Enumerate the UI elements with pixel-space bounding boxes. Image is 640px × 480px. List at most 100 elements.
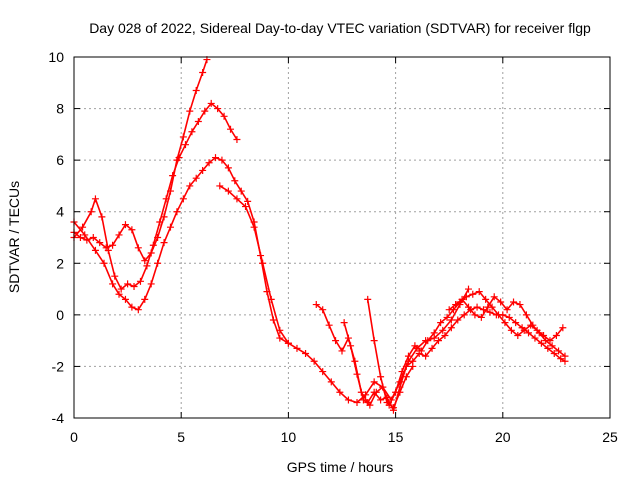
data-point [201,107,209,115]
data-point [154,259,162,267]
data-point [383,399,391,407]
data-point [117,285,125,293]
data-point [194,117,202,125]
data-point [136,277,144,285]
data-point [130,282,138,290]
y-axis: -4 -2 0 2 4 6 8 10 [48,49,610,426]
data-point [173,208,181,216]
data-point [464,285,472,293]
data-point [192,87,200,95]
data-point [233,195,241,203]
data-point [535,329,543,337]
x-tick-label: 25 [602,429,618,445]
data-point [482,295,490,303]
series-track-h [364,295,417,412]
x-tick-label: 0 [70,429,78,445]
data-point [486,308,494,316]
data-point [244,197,252,205]
data-point [525,329,533,337]
x-axis-title: GPS time / hours [287,459,394,475]
data-point [100,259,108,267]
data-point [188,128,196,136]
data-point [284,339,292,347]
data-point [160,239,168,247]
data-point [417,347,425,355]
data-point [141,295,149,303]
x-tick-label: 15 [388,429,404,445]
data-point [175,154,183,162]
data-point [520,326,528,334]
data-point [224,164,232,172]
data-point [128,303,136,311]
data-point [134,306,142,314]
data-point [366,401,374,409]
data-point [370,378,378,386]
data-point [377,396,385,404]
data-point [531,334,539,342]
data-point [128,226,136,234]
series-track-a [70,56,211,265]
x-tick-label: 10 [281,429,297,445]
data-point [319,368,327,376]
data-point [424,337,432,345]
data-point [109,280,117,288]
data-point [104,246,112,254]
data-point [242,203,250,211]
data-point [434,337,442,345]
data-point [207,99,215,107]
data-point [205,159,213,167]
data-point [495,311,503,319]
y-tick-label: -4 [52,410,65,426]
data-point [542,337,550,345]
data-point [447,324,455,332]
data-point [162,195,170,203]
data-point [559,324,567,332]
data-point [370,337,378,345]
data-point [192,174,200,182]
data-point [439,326,447,334]
data-point [501,319,509,327]
data-point [512,319,520,327]
series-line [366,298,414,409]
x-tick-label: 20 [495,429,511,445]
data-point [372,388,380,396]
series-track-e [312,301,569,414]
data-point [89,234,97,241]
data-point [237,187,245,195]
data-point [181,141,189,149]
data-point [507,326,515,334]
data-point [124,280,132,288]
data-point [514,331,522,339]
plot-frame [73,56,611,419]
data-point [143,262,151,270]
data-point [411,342,419,350]
data-point [134,244,142,252]
data-point [179,195,187,203]
data-point [141,257,149,265]
series-track-b [70,99,241,293]
data-point [115,231,123,239]
data-point [91,195,99,203]
data-point [332,337,340,345]
x-tick-label: 5 [177,429,185,445]
data-point [81,231,89,239]
data-point [503,306,511,314]
data-point [377,373,385,381]
y-tick-label: 4 [56,204,64,220]
data-point [276,326,284,334]
data-point [293,344,301,352]
data-point [522,311,530,319]
data-point [510,298,518,306]
series-line [73,102,238,290]
data-point [269,316,277,324]
data-point [464,303,472,311]
y-tick-label: 10 [48,49,64,65]
series-track-c [70,154,292,347]
series-layer [70,56,569,414]
data-point [312,301,320,309]
data-point [555,347,563,355]
data-point [484,303,492,311]
data-point [91,246,99,254]
data-point [336,388,344,396]
data-point [359,396,367,404]
